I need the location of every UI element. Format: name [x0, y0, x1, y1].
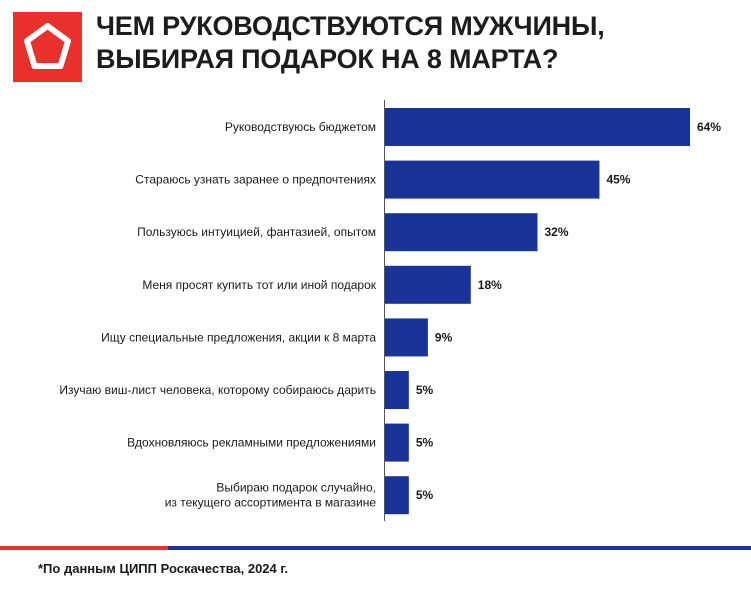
bar-value-label: 5% — [416, 488, 434, 502]
bar-value-label: 64% — [697, 120, 721, 134]
pentagon-logo-icon — [13, 12, 82, 82]
bar — [385, 318, 428, 357]
category-label: Стараюсь узнать заранее о предпочтениях — [135, 173, 376, 187]
bar — [385, 476, 409, 515]
category-label: Руководствуюсь бюджетом — [225, 120, 376, 134]
bar-value-label: 32% — [545, 225, 569, 239]
category-label: Меня просят купить тот или иной подарок — [142, 278, 376, 292]
chart-title: ЧЕМ РУКОВОДСТВУЮТСЯ МУЖЧИНЫ, ВЫБИРАЯ ПОД… — [96, 10, 736, 76]
footer-rule-red — [0, 546, 168, 550]
bar — [385, 213, 538, 252]
chart-title-line-1: ЧЕМ РУКОВОДСТВУЮТСЯ МУЖЧИНЫ, — [96, 11, 605, 41]
bar-value-label: 5% — [416, 436, 434, 450]
bar-value-label: 5% — [416, 383, 434, 397]
bar — [385, 265, 471, 304]
category-label: из текущего ассортимента в магазине — [165, 496, 377, 510]
category-label: Ищу специальные предложения, акции к 8 м… — [101, 330, 376, 344]
bar — [385, 423, 409, 462]
source-footnote: *По данным ЦИПП Роскачества, 2024 г. — [38, 561, 289, 576]
bar-value-label: 45% — [606, 173, 630, 187]
category-label: Изучаю виш-лист человека, которому собир… — [59, 383, 376, 397]
bar-value-label: 18% — [478, 278, 502, 292]
bar — [385, 371, 409, 409]
category-label: Выбираю подарок случайно, — [216, 481, 376, 495]
bars-layer: 64% Руководствуюсь бюджетом 45% Стараюсь уз… — [59, 108, 721, 515]
category-label: Пользуюсь интуицией, фантазией, опытом — [137, 225, 376, 239]
bar — [385, 108, 690, 146]
bar-value-label: 9% — [435, 330, 453, 344]
category-label: Вдохновляюсь рекламными предложениями — [127, 436, 376, 450]
chart-title-line-2: ВЫБИРАЯ ПОДАРОК НА 8 МАРТА? — [96, 44, 559, 74]
footer-rule-blue — [168, 546, 751, 550]
bar — [385, 160, 600, 199]
